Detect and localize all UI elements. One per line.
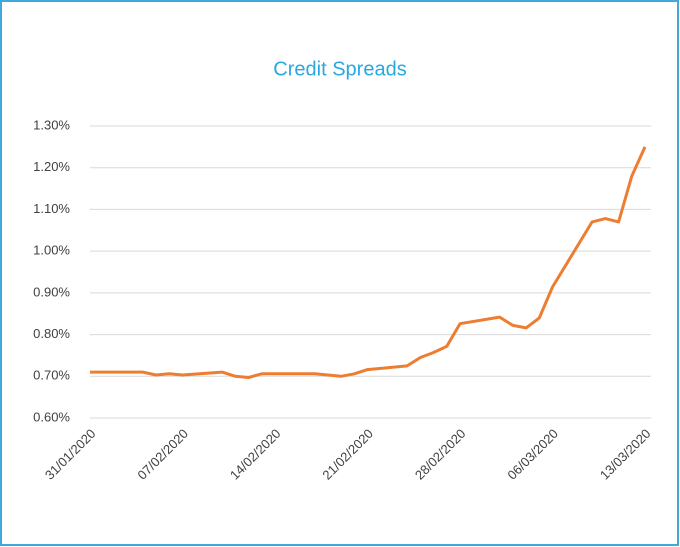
y-tick-label: 0.70%: [33, 368, 70, 383]
y-tick-label: 1.00%: [33, 243, 70, 258]
y-tick-label: 0.80%: [33, 326, 70, 341]
chart-title: Credit Spreads: [273, 58, 406, 80]
y-tick-label: 1.10%: [33, 201, 70, 216]
y-tick-label: 0.90%: [33, 284, 70, 299]
y-tick-label: 1.30%: [33, 117, 70, 132]
line: [90, 146, 647, 379]
y-tick-label: 0.60%: [33, 409, 70, 424]
y-tick-label: 1.20%: [33, 159, 70, 174]
